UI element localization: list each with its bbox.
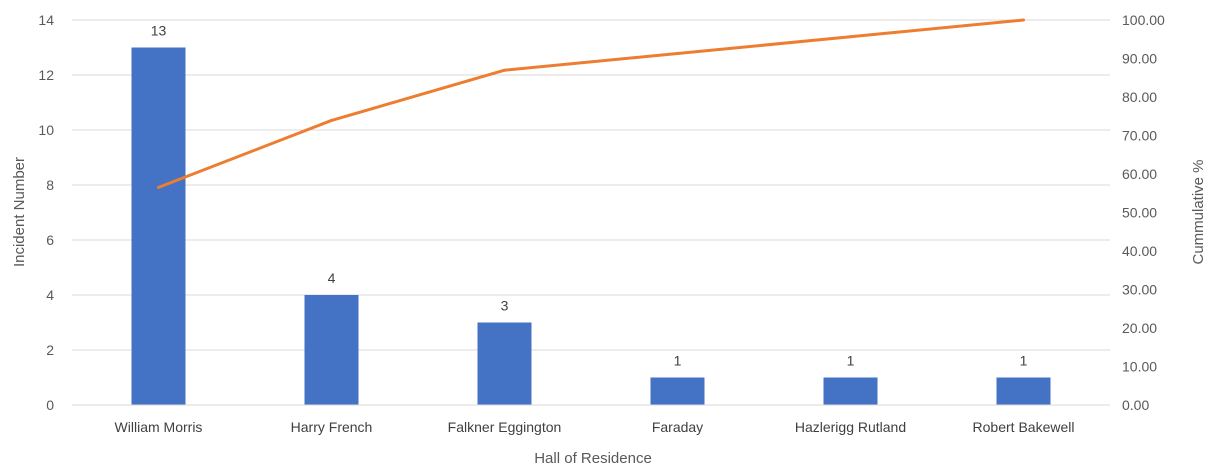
y2-tick-label: 50.00: [1122, 205, 1157, 221]
y-tick-label: 8: [46, 177, 54, 193]
bar-data-label: 13: [151, 23, 167, 39]
y2-tick-label: 40.00: [1122, 243, 1157, 259]
y-tick-label: 0: [46, 397, 54, 413]
bar: [304, 295, 359, 405]
x-category-label: Hazlerigg Rutland: [795, 419, 906, 435]
cumulative-point: [157, 185, 160, 189]
bar: [131, 47, 186, 405]
gridlines: [72, 19, 1110, 351]
axes: 024681012140.0010.0020.0030.0040.0050.00…: [38, 12, 1165, 435]
y2-tick-label: 100.00: [1122, 12, 1165, 28]
y2-tick-label: 80.00: [1122, 89, 1157, 105]
y-tick-label: 14: [38, 12, 54, 28]
bar: [477, 322, 532, 405]
bar-data-label: 1: [674, 353, 682, 369]
y-axis-title: Incident Number: [11, 157, 28, 267]
y2-tick-label: 30.00: [1122, 282, 1157, 298]
bar: [996, 377, 1051, 405]
y2-tick-label: 0.00: [1122, 397, 1149, 413]
y2-axis-title: Cummulative %: [1190, 159, 1207, 264]
cumulative-point: [676, 51, 679, 55]
x-axis-title: Hall of Residence: [534, 450, 652, 467]
y2-tick-label: 70.00: [1122, 128, 1157, 144]
cumulative-point: [503, 68, 506, 72]
y2-tick-label: 90.00: [1122, 51, 1157, 67]
y-tick-label: 12: [38, 67, 54, 83]
y-tick-label: 6: [46, 232, 54, 248]
cumulative-line: [157, 18, 1024, 189]
cumulative-point: [849, 35, 852, 39]
x-category-label: William Morris: [115, 419, 203, 435]
y-tick-label: 2: [46, 342, 54, 358]
bar-data-label: 1: [1020, 353, 1028, 369]
bar: [823, 377, 878, 405]
x-category-label: Faraday: [652, 419, 703, 435]
cumulative-line-group: [157, 18, 1025, 189]
y2-tick-label: 60.00: [1122, 166, 1157, 182]
bar-data-label: 3: [501, 298, 509, 314]
x-category-label: Falkner Eggington: [448, 419, 562, 435]
y-tick-label: 10: [38, 122, 54, 138]
x-category-label: Robert Bakewell: [973, 419, 1075, 435]
bar: [650, 377, 705, 405]
x-category-label: Harry French: [291, 419, 373, 435]
cumulative-point: [1022, 18, 1025, 22]
y2-tick-label: 20.00: [1122, 320, 1157, 336]
y2-tick-label: 10.00: [1122, 359, 1157, 375]
data-labels: 13 4 3 1 1 1: [151, 23, 1028, 369]
bar-data-label: 1: [847, 353, 855, 369]
y-tick-label: 4: [46, 287, 54, 303]
cumulative-point: [330, 118, 333, 122]
bar-data-label: 4: [328, 270, 336, 286]
bars: [131, 47, 1051, 405]
